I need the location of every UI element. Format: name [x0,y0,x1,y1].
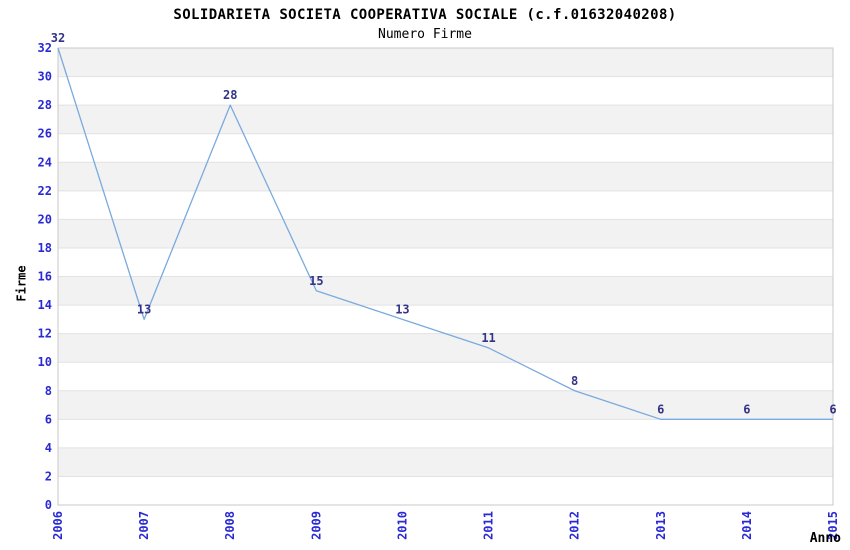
y-tick-label: 2 [45,469,52,483]
plot-border [57,47,834,506]
x-tick-labels: 2006 2007 2008 2009 2010 2011 2012 2013 2014 2015 [51,511,840,540]
y-tick-label: 22 [38,184,52,198]
x-tick-label: 2015 [826,511,840,540]
y-tick-label: 28 [38,98,52,112]
point-label: 8 [571,374,578,388]
y-tick-label: 10 [38,355,52,369]
y-tick-label: 16 [38,270,52,284]
x-axis-title: Anno [809,531,841,546]
chart-title: SOLIDARIETA SOCIETA COOPERATIVA SOCIALE … [173,7,677,23]
y-tick-label: 0 [45,498,52,512]
x-tick-label: 2009 [309,511,323,540]
point-label: 11 [481,331,495,345]
point-label: 13 [137,302,151,316]
y-tick-label: 24 [38,155,52,169]
y-tick-label: 8 [45,384,52,398]
chart-subtitle: Numero Firme [378,27,472,42]
grid-band [58,333,833,363]
y-tick-label: 30 [38,70,52,84]
y-tick-label: 14 [38,298,52,312]
y-tick-label: 32 [38,41,52,55]
point-label: 32 [51,31,65,45]
point-label: 6 [743,402,750,416]
x-tick-label: 2006 [51,511,65,540]
grid-band [58,276,833,306]
x-tick-label: 2013 [654,511,668,540]
y-tick-label: 12 [38,327,52,341]
y-tick-label: 6 [45,412,52,426]
point-label: 15 [309,274,323,288]
y-tick-label: 4 [45,441,52,455]
x-tick-label: 2010 [395,511,409,540]
y-tick-label: 18 [38,241,52,255]
point-label: 28 [223,88,237,102]
grid-band [58,447,833,477]
grid-band [58,390,833,420]
grid-band [58,48,833,77]
x-tick-label: 2014 [740,511,754,540]
point-label: 6 [829,402,836,416]
series-line [57,47,833,420]
x-tick-label: 2011 [482,511,496,540]
grid-band [58,219,833,248]
point-label: 6 [657,402,664,416]
point-label: 13 [395,302,409,316]
y-axis-title: Firme [14,265,29,302]
x-tick-label: 2008 [223,511,237,540]
y-tick-label: 20 [38,212,52,226]
x-tick-label: 2012 [568,511,582,540]
x-tick-label: 2007 [137,511,151,540]
grid-bands [58,48,833,477]
grid-band [58,105,833,134]
grid-band [58,162,833,191]
point-labels: 32 13 28 15 13 11 8 6 6 6 [51,31,837,416]
y-tick-label: 26 [38,127,52,141]
